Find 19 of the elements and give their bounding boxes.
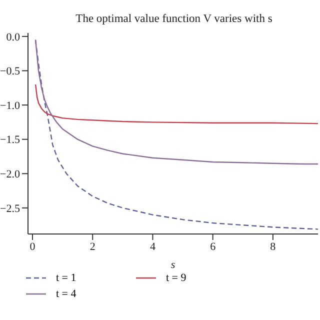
y-tick-label: −1.5 [0, 134, 20, 146]
chart-title: The optimal value function V varies with s [76, 13, 273, 25]
x-axis-title: s [170, 259, 176, 271]
line-series [34, 84, 318, 124]
x-tick-label: 8 [270, 240, 276, 253]
y-tick-label: −0.5 [0, 66, 20, 78]
x-tick-label: 4 [150, 240, 156, 253]
legend-label: t = 9 [166, 272, 186, 284]
x-tick-label: 2 [90, 240, 96, 253]
legend-label: t = 4 [56, 288, 76, 300]
legend-label: t = 1 [56, 272, 76, 284]
y-tick-label: −1.0 [0, 100, 20, 112]
line-series [34, 39, 318, 165]
y-tick-label: −2.5 [0, 202, 20, 215]
y-tick-label: −2.0 [0, 168, 20, 181]
x-tick-label: 6 [210, 240, 216, 253]
x-tick-label: 0 [30, 240, 36, 253]
line-series [34, 39, 318, 230]
y-tick-label: 0.0 [6, 31, 20, 44]
